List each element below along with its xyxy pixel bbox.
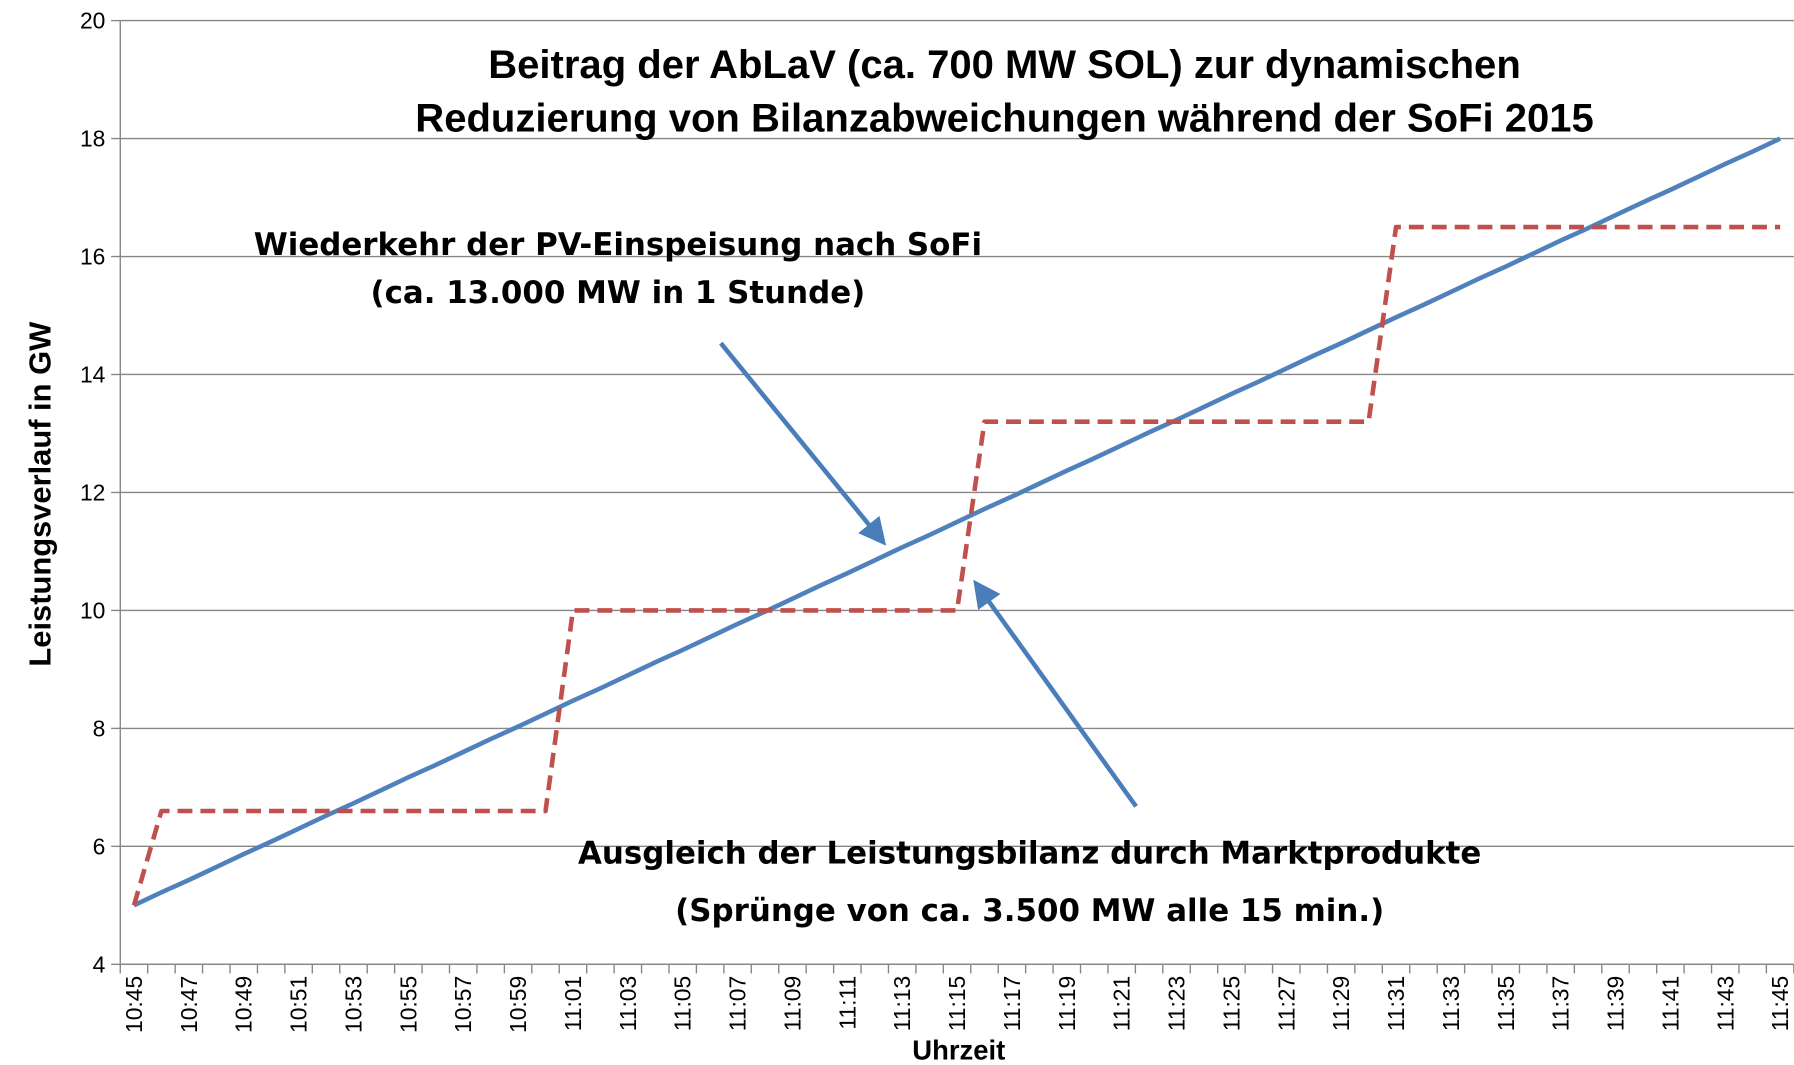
x-tick-label: 11:07 <box>725 976 751 1032</box>
x-tick-label: 11:17 <box>999 976 1025 1032</box>
grid: 4 6 8 10 12 14 16 18 20 10:45 10:47 10:49 10:51 10:53… <box>80 8 1794 1033</box>
annotation: Ausgleich der Leistungsbilanz durch Mark… <box>578 836 1481 872</box>
y-tick-label: 18 <box>80 126 105 152</box>
x-tick-label: 11:11 <box>834 976 860 1030</box>
x-tick-label: 10:57 <box>450 976 476 1033</box>
annotation: (Sprünge von ca. 3.500 MW alle 15 min.) <box>675 893 1384 929</box>
x-tick-label: 11:37 <box>1548 976 1574 1032</box>
x-tick-label: 11:29 <box>1328 976 1354 1032</box>
x-tick-label: 11:45 <box>1767 976 1793 1032</box>
x-tick-label: 11:01 <box>560 976 586 1032</box>
x-tick-label: 10:47 <box>176 976 202 1033</box>
x-tick-label: 10:55 <box>395 976 421 1033</box>
x-tick-label: 11:03 <box>615 976 641 1032</box>
annotation: Wiederkehr der PV-Einspeisung nach SoFi <box>254 227 982 263</box>
x-tick-label: 11:35 <box>1493 976 1519 1032</box>
x-tick-label: 11:25 <box>1218 976 1244 1032</box>
y-tick-label: 12 <box>80 479 105 505</box>
x-tick-label: 11:13 <box>889 976 915 1032</box>
x-tick-label: 10:45 <box>121 976 147 1033</box>
x-tick-label: 11:43 <box>1712 976 1738 1032</box>
x-tick-label: 11:31 <box>1383 976 1409 1032</box>
x-tick-label: 11:09 <box>779 976 805 1032</box>
x-tick-label: 11:19 <box>1054 976 1080 1032</box>
y-tick-label: 10 <box>80 597 105 623</box>
x-tick-label: 11:27 <box>1273 976 1299 1032</box>
y-tick-label: 4 <box>93 951 106 977</box>
x-tick-label: 10:51 <box>286 976 312 1033</box>
arrow <box>719 341 887 546</box>
x-tick-label: 10:49 <box>231 976 257 1033</box>
x-tick-label: 10:59 <box>505 976 531 1033</box>
chart-title: Beitrag der AbLaV (ca. 700 MW SOL) zur d… <box>488 43 1521 87</box>
y-tick-label: 16 <box>80 244 105 270</box>
annotation: (ca. 13.000 MW in 1 Stunde) <box>370 275 865 311</box>
y-tick-label: 8 <box>93 715 106 741</box>
x-tick-label: 11:15 <box>944 976 970 1032</box>
chart-title: Reduzierung von Bilanzabweichungen währe… <box>415 97 1593 141</box>
y-tick-label: 14 <box>80 362 106 388</box>
y-tick-label: 6 <box>93 833 106 859</box>
x-tick-label: 10:53 <box>340 976 366 1033</box>
x-tick-label: 11:41 <box>1657 976 1683 1032</box>
x-tick-label: 11:23 <box>1164 976 1190 1032</box>
x-tick-label: 11:39 <box>1603 976 1629 1032</box>
series-line <box>131 224 1781 906</box>
y-axis-label: Leistungsverlauf in GW <box>22 321 57 667</box>
x-axis-label: Uhrzeit <box>912 1034 1005 1065</box>
arrow <box>973 579 1138 808</box>
x-tick-label: 11:21 <box>1109 976 1135 1032</box>
y-tick-label: 20 <box>80 8 105 34</box>
x-tick-label: 11:33 <box>1438 976 1464 1032</box>
series-line <box>133 136 1782 908</box>
plot <box>131 136 1782 908</box>
x-tick-label: 11:05 <box>670 976 696 1032</box>
